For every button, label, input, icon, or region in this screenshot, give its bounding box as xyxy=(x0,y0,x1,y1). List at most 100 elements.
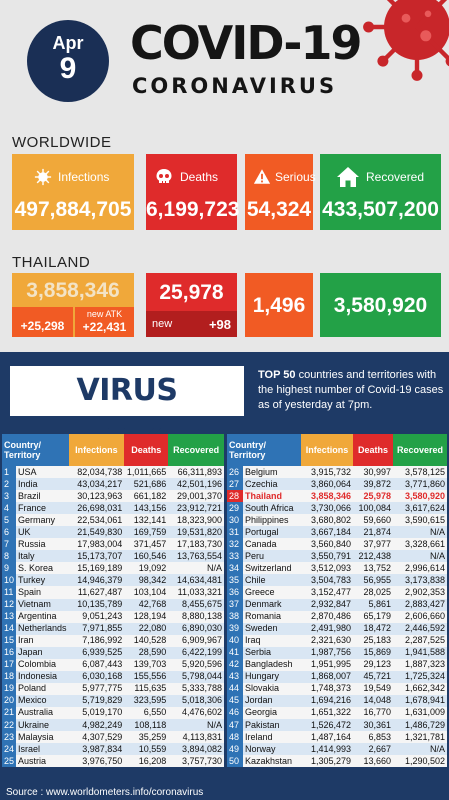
cell-recovered: 8,880,138 xyxy=(168,610,224,623)
cell-infections: 6,030,168 xyxy=(68,670,125,683)
table-row: 8 Italy 15,173,707 160,546 13,763,554 xyxy=(2,550,224,563)
cell-deaths: 115,635 xyxy=(124,682,169,695)
cell-infections: 43,034,217 xyxy=(68,478,125,491)
cell-infections: 15,173,707 xyxy=(68,550,125,563)
table-row: 4 France 26,698,031 143,156 23,912,721 xyxy=(2,502,224,515)
cell-recovered: 19,531,820 xyxy=(168,526,224,539)
cell-recovered: 6,909,967 xyxy=(168,634,224,647)
cell-rank: 7 xyxy=(2,538,17,551)
cell-rank: 24 xyxy=(2,743,17,756)
cell-recovered: 3,580,920 xyxy=(393,490,447,503)
cell-rank: 33 xyxy=(227,550,243,563)
cell-rank: 34 xyxy=(227,562,243,575)
cell-deaths: 128,194 xyxy=(124,610,169,623)
cell-deaths: 65,179 xyxy=(353,610,393,623)
source-note: Source : www.worldometers.info/coronavir… xyxy=(0,786,449,800)
table-row: 12 Vietnam 10,135,789 42,768 8,455,675 xyxy=(2,598,224,611)
cell-recovered: 3,617,624 xyxy=(393,502,447,515)
table-row: 10 Turkey 14,946,379 98,342 14,634,481 xyxy=(2,574,224,587)
cell-infections: 10,135,789 xyxy=(68,598,125,611)
cell-country: Slovakia xyxy=(243,682,301,695)
cell-deaths: 6,853 xyxy=(353,731,393,744)
cell-rank: 3 xyxy=(2,490,17,503)
cell-recovered: 2,606,660 xyxy=(393,610,447,623)
cell-country: Netherlands xyxy=(16,622,69,635)
cell-rank: 6 xyxy=(2,526,17,539)
cell-deaths: 5,861 xyxy=(353,598,393,611)
cell-recovered: 5,018,306 xyxy=(168,694,224,707)
table-row: 24 Israel 3,987,834 10,559 3,894,082 xyxy=(2,743,224,756)
cell-country: Greece xyxy=(243,586,301,599)
header: Apr 9 COVID-19 CORONAVIRUS xyxy=(0,0,449,118)
table-row: 5 Germany 22,534,061 132,141 18,323,900 xyxy=(2,514,224,527)
cell-rank: 8 xyxy=(2,550,17,563)
cell-rank: 22 xyxy=(2,718,17,732)
cell-recovered: 3,757,730 xyxy=(168,755,224,768)
cell-country: Italy xyxy=(16,550,69,563)
table-row: 22 Ukraine 4,982,249 108,118 N/A xyxy=(2,718,224,732)
thailand-recovered-card: 3,580,920 xyxy=(320,273,441,337)
cell-recovered: 2,996,614 xyxy=(393,562,447,575)
cell-recovered: 3,894,082 xyxy=(168,743,224,756)
cell-infections: 1,305,279 xyxy=(301,755,353,768)
cell-rank: 31 xyxy=(227,526,243,539)
table-row: 33 Peru 3,550,791 212,438 N/A xyxy=(227,550,447,563)
table-row: 30 Philippines 3,680,802 59,660 3,590,615 xyxy=(227,514,447,527)
cell-deaths: 661,182 xyxy=(124,490,169,503)
cell-infections: 11,627,487 xyxy=(68,586,125,599)
cell-deaths: 18,472 xyxy=(353,622,393,635)
cell-infections: 5,019,170 xyxy=(68,706,125,719)
cell-infections: 3,680,802 xyxy=(301,514,353,527)
date-day: 9 xyxy=(59,52,77,85)
cell-recovered: 13,763,554 xyxy=(168,550,224,563)
cell-rank: 19 xyxy=(2,682,17,695)
recovered-label: Recovered xyxy=(366,170,425,184)
cell-deaths: 56,955 xyxy=(353,574,393,587)
cell-country: Bangladesh xyxy=(243,658,301,671)
table-row: 14 Netherlands 7,971,855 22,080 6,890,030 xyxy=(2,622,224,635)
table-row: 7 Russia 17,983,004 371,457 17,183,730 xyxy=(2,538,224,551)
cell-deaths: 140,528 xyxy=(124,634,169,647)
table-row: 31 Portugal 3,667,184 21,874 N/A xyxy=(227,526,447,539)
cell-rank: 12 xyxy=(2,598,17,611)
thailand-deaths-value: 25,978 xyxy=(159,281,224,304)
cell-rank: 46 xyxy=(227,706,243,719)
cell-deaths: 16,208 xyxy=(124,755,169,768)
table-row: 2 India 43,034,217 521,686 42,501,196 xyxy=(2,478,224,491)
table-row: 35 Chile 3,504,783 56,955 3,173,838 xyxy=(227,574,447,587)
cell-rank: 20 xyxy=(2,694,17,707)
cell-infections: 3,730,066 xyxy=(301,502,353,515)
header-recovered: Recovered xyxy=(168,434,224,466)
cell-deaths: 13,752 xyxy=(353,562,393,575)
table-row: 6 UK 21,549,830 169,759 19,531,820 xyxy=(2,526,224,539)
cell-infections: 3,915,732 xyxy=(301,466,353,479)
cell-country: Pakistan xyxy=(243,718,301,732)
serious-label: Serious xyxy=(275,170,316,184)
cell-country: Australia xyxy=(16,706,69,719)
cell-rank: 5 xyxy=(2,514,17,527)
cell-country: Denmark xyxy=(243,598,301,611)
table-row: 36 Greece 3,152,477 28,025 2,902,353 xyxy=(227,586,447,599)
cell-country: Georgia xyxy=(243,706,301,719)
cell-country: France xyxy=(16,502,69,515)
worldwide-recovered-value: 433,507,200 xyxy=(322,198,439,221)
cell-rank: 48 xyxy=(227,731,243,744)
infections-label: Infections xyxy=(58,170,110,184)
cell-infections: 5,719,829 xyxy=(68,694,125,707)
thailand-serious-value: 1,496 xyxy=(252,294,306,317)
cell-infections: 22,534,061 xyxy=(68,514,125,527)
cell-deaths: 139,703 xyxy=(124,658,169,671)
cell-deaths: 160,546 xyxy=(124,550,169,563)
cell-recovered: N/A xyxy=(393,743,447,756)
header-deaths: Deaths xyxy=(353,434,393,466)
cell-recovered: 6,890,030 xyxy=(168,622,224,635)
cell-infections: 30,123,963 xyxy=(68,490,125,503)
cell-recovered: N/A xyxy=(393,526,447,539)
cell-deaths: 28,590 xyxy=(124,646,169,659)
cell-country: Israel xyxy=(16,743,69,756)
cell-rank: 29 xyxy=(227,502,243,515)
cell-country: India xyxy=(16,478,69,491)
table-row: 43 Hungary 1,868,007 45,721 1,725,324 xyxy=(227,670,447,683)
cell-recovered: 4,113,831 xyxy=(168,731,224,744)
cell-country: Kazakhstan xyxy=(243,755,301,768)
